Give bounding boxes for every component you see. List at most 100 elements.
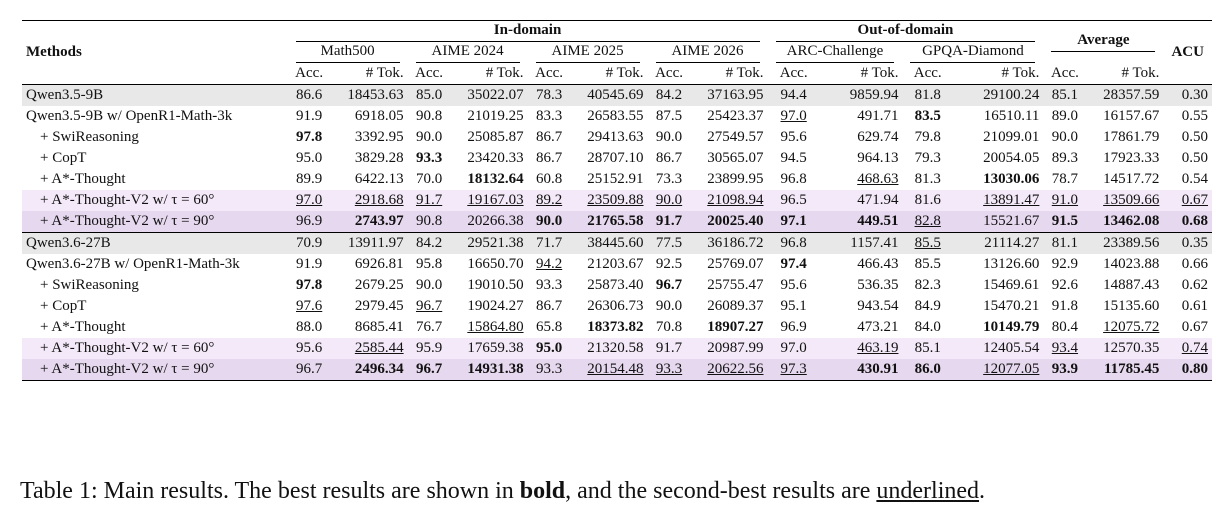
table-row: Qwen3.6-27B 70.9 13911.97 84.2 29521.38 71.7 3… <box>22 232 1212 254</box>
value-cell: 2679.25 <box>354 277 404 293</box>
value-cell: 81.8 <box>914 87 941 103</box>
value-cell: 76.7 <box>415 319 443 335</box>
column-header: # Tok. <box>725 65 764 81</box>
value-cell: 21098.94 <box>707 192 764 208</box>
table-row: Qwen3.5-9B w/ OpenR1-Math-3k 91.9 6918.05 9… <box>22 106 1212 127</box>
value-cell: 40545.69 <box>587 87 644 103</box>
value-cell: 85.5 <box>914 235 941 251</box>
value-cell: 91.7 <box>655 340 683 356</box>
value-cell: 89.0 <box>1051 108 1079 124</box>
value-cell: 95.6 <box>780 277 807 293</box>
group-label: Out-of-domain <box>775 22 1036 42</box>
value-cell: 96.5 <box>780 192 807 208</box>
value-cell: 79.3 <box>914 150 941 166</box>
column-header: # Tok. <box>1001 65 1040 81</box>
caption: Table 1: Main results. The best results … <box>20 478 985 505</box>
value-cell: 97.6 <box>296 298 323 314</box>
value-cell: 12570.35 <box>1103 340 1160 356</box>
value-cell: 17861.79 <box>1103 129 1160 145</box>
value-cell: 97.0 <box>780 108 807 124</box>
value-cell: 8685.41 <box>354 319 404 335</box>
value-cell: 84.0 <box>914 319 941 335</box>
method-cell: Qwen3.6-27B w/ OpenR1-Math-3k <box>22 254 288 275</box>
value-cell: 95.1 <box>780 298 807 314</box>
value-cell: 19010.50 <box>467 277 524 293</box>
value-cell: 38445.60 <box>587 235 644 251</box>
value-cell: 13126.60 <box>983 256 1040 272</box>
value-cell: 96.7 <box>415 361 443 377</box>
value-cell: 86.0 <box>914 361 941 377</box>
value-cell: 93.3 <box>655 361 683 377</box>
value-cell: 83.3 <box>535 108 563 124</box>
value-cell: 13891.47 <box>983 192 1040 208</box>
value-cell: 430.91 <box>857 361 899 377</box>
value-cell: 73.3 <box>655 171 683 187</box>
value-cell: 90.0 <box>415 129 443 145</box>
value-cell: 91.9 <box>296 108 323 124</box>
value-cell: 0.50 <box>1181 129 1208 145</box>
value-cell: 96.9 <box>780 319 807 335</box>
column-header: # Tok. <box>365 65 404 81</box>
value-cell: 21019.25 <box>467 108 524 124</box>
value-cell: 91.7 <box>655 213 683 229</box>
header-row: Methods In-domain Out-of-domain Average ACU <box>22 20 1212 85</box>
value-cell: 27549.57 <box>707 129 764 145</box>
method-cell: + A*-Thought-V2 w/ τ = 60° <box>22 190 288 211</box>
value-cell: 20025.40 <box>707 213 764 229</box>
group-header: ACU <box>1163 20 1212 85</box>
value-cell: 97.8 <box>296 129 323 145</box>
value-cell: 16510.11 <box>983 108 1040 124</box>
value-cell: 0.61 <box>1181 298 1208 314</box>
value-cell: 70.8 <box>655 319 683 335</box>
value-cell: 96.7 <box>296 361 323 377</box>
value-cell: 79.8 <box>914 129 941 145</box>
value-cell: 21320.58 <box>587 340 644 356</box>
value-cell: 94.5 <box>780 150 807 166</box>
value-cell: 466.43 <box>857 256 899 272</box>
method-name: Qwen3.5-9B w/ OpenR1-Math-3k <box>26 108 233 124</box>
value-cell: 23509.88 <box>587 192 644 208</box>
value-cell: 86.7 <box>535 298 563 314</box>
value-cell: 2918.68 <box>354 192 404 208</box>
value-cell: 13462.08 <box>1103 213 1160 229</box>
method-name: + A*-Thought <box>40 171 126 187</box>
value-cell: 471.94 <box>857 192 899 208</box>
value-cell: 26583.55 <box>587 108 644 124</box>
value-cell: 1157.41 <box>850 235 899 251</box>
value-cell: 2743.97 <box>354 213 404 229</box>
table-row: + A*-Thought-V2 w/ τ = 60° 97.0 2918.68 91.… <box>22 190 1212 211</box>
method-cell: Qwen3.5-9B <box>22 85 288 107</box>
value-cell: 13509.66 <box>1103 192 1160 208</box>
value-cell: 2585.44 <box>354 340 404 356</box>
value-cell: 23389.56 <box>1103 235 1160 251</box>
value-cell: 12077.05 <box>983 361 1040 377</box>
value-cell: 21099.01 <box>983 129 1040 145</box>
table-row: Qwen3.6-27B w/ OpenR1-Math-3k 91.9 6926.81… <box>22 254 1212 275</box>
value-cell: 23899.95 <box>707 171 764 187</box>
value-cell: 82.3 <box>914 277 941 293</box>
value-cell: 0.66 <box>1181 256 1208 272</box>
value-cell: 97.0 <box>780 340 807 356</box>
column-header: Acc. <box>913 65 942 81</box>
group-label: ACU <box>1171 44 1204 60</box>
column-header: Acc. <box>535 65 564 81</box>
value-cell: 89.3 <box>1051 150 1079 166</box>
value-cell: 81.6 <box>914 192 941 208</box>
table-row: + A*-Thought-V2 w/ τ = 60° 95.6 2585.44 95.… <box>22 338 1212 359</box>
value-cell: 90.8 <box>415 213 443 229</box>
value-cell: 28707.10 <box>587 150 644 166</box>
dataset-label: AIME 2026 <box>655 43 760 63</box>
value-cell: 81.1 <box>1051 235 1079 251</box>
method-cell: + SwiReasoning <box>22 127 288 148</box>
value-cell: 11785.45 <box>1103 361 1160 377</box>
value-cell: 18907.27 <box>707 319 764 335</box>
dataset-header: AIME 2025 <box>528 42 648 63</box>
dataset-label: AIME 2025 <box>535 43 640 63</box>
value-cell: 0.35 <box>1181 235 1208 251</box>
value-cell: 0.68 <box>1181 213 1208 229</box>
value-cell: 21203.67 <box>587 256 644 272</box>
value-cell: 91.8 <box>1051 298 1079 314</box>
column-header: # Tok. <box>1121 65 1160 81</box>
group-header: Out-of-domain <box>767 20 1044 42</box>
